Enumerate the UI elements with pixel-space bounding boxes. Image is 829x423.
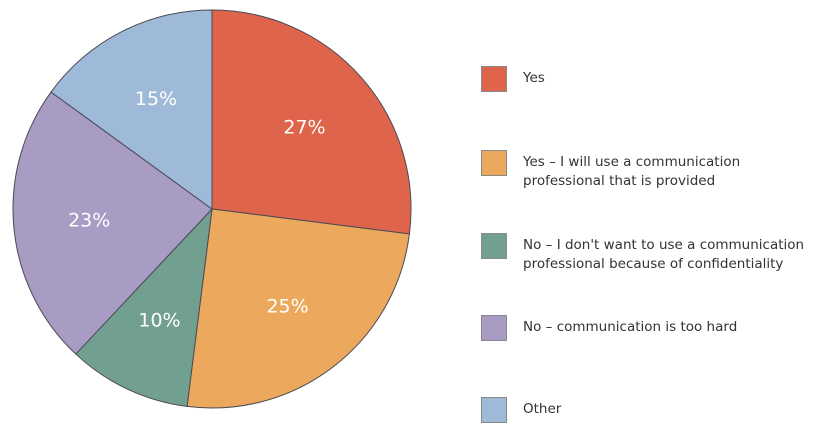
- pie-slices: [12, 9, 412, 409]
- percentage-labels: 27% 25% 10% 23% 15%: [68, 88, 326, 332]
- pie-label-yes: 27%: [283, 116, 325, 138]
- pie-slice-no-too-hard: [12, 91, 213, 355]
- pie-slice-other: [50, 9, 213, 210]
- pie-label-other: 15%: [135, 88, 177, 110]
- pie-label-yes-provided: 25%: [266, 296, 308, 318]
- pie-slice-no-confidentiality: [75, 207, 213, 407]
- pie-slice-yes: [211, 9, 412, 235]
- pie-label-no-confidentiality: 10%: [138, 310, 180, 332]
- pie-slice-yes-provided: [186, 208, 410, 409]
- pie-label-no-too-hard: 23%: [68, 210, 110, 232]
